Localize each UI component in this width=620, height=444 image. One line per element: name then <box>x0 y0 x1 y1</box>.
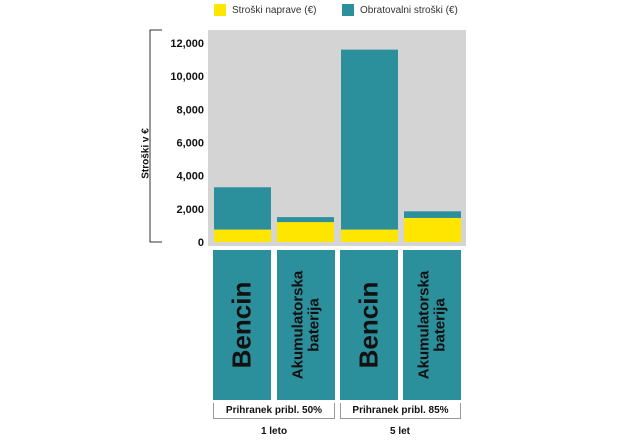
savings-label-2: Prihranek pribl. 85% <box>340 403 461 419</box>
y-tick-label: 6,000 <box>176 138 204 150</box>
legend-label-device: Stroški naprave (€) <box>232 4 317 16</box>
bar-device-cost <box>214 229 271 242</box>
chart-plot: 0 2,000 4,000 6,000 8,000 10,000 12,000 <box>149 29 466 249</box>
bar-operating-cost <box>214 187 271 230</box>
period-label-1: 1 leto <box>260 426 288 437</box>
y-tick-label: 0 <box>198 237 204 249</box>
category-label-petrol-1: Bencin <box>213 250 271 400</box>
legend-label-operating: Obratovalni stroški (€) <box>360 4 458 16</box>
bar-operating-cost <box>341 49 398 230</box>
category-label-text: Akumulatorska baterija <box>415 270 448 380</box>
y-tick-label: 4,000 <box>176 171 204 183</box>
category-label-petrol-5: Bencin <box>340 250 398 400</box>
savings-label-1: Prihranek pribl. 50% <box>213 403 335 419</box>
legend-swatch-operating <box>342 4 354 16</box>
period-label-2: 5 let <box>389 426 410 437</box>
bar-device-cost <box>277 222 334 242</box>
category-label-battery-5: Akumulatorska baterija <box>403 250 461 400</box>
category-label-text: Bencin <box>226 281 257 369</box>
category-label-text: Bencin <box>353 281 384 369</box>
bar-operating-cost <box>404 211 461 218</box>
y-axis-bracket <box>149 29 162 243</box>
bar-device-cost <box>404 217 461 242</box>
legend-item-operating: Obratovalni stroški (€) <box>342 4 458 16</box>
category-label-battery-1: Akumulatorska baterija <box>277 250 335 400</box>
y-tick-label: 12,000 <box>170 38 204 50</box>
legend-item-device: Stroški naprave (€) <box>214 4 316 16</box>
bar-device-cost <box>341 229 398 242</box>
bar-operating-cost <box>277 217 334 223</box>
y-tick-label: 8,000 <box>176 104 204 116</box>
legend-swatch-device <box>214 4 226 16</box>
y-tick-label: 10,000 <box>170 71 204 83</box>
y-tick-label: 2,000 <box>176 204 204 216</box>
category-label-text: Akumulatorska baterija <box>289 270 322 380</box>
